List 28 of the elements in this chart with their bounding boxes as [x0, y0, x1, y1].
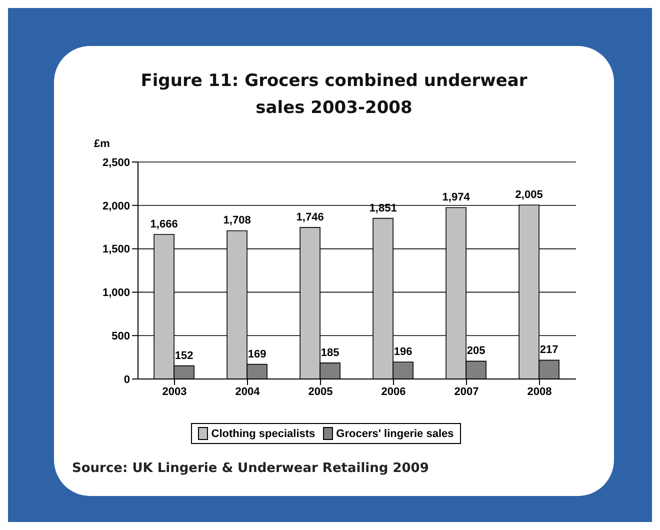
- data-label: 196: [394, 346, 412, 358]
- data-label: 1,974: [442, 192, 471, 204]
- data-label: 205: [466, 345, 486, 358]
- legend-label: Grocers' lingerie sales: [335, 427, 454, 440]
- data-label: 152: [174, 350, 194, 362]
- data-label: 1,666: [150, 218, 178, 230]
- data-label: 169: [248, 348, 266, 360]
- chart-title: Figure 11: Grocers combined underwear sales 2003-2008: [140, 70, 528, 120]
- y-tick-label: 1,500: [102, 244, 130, 256]
- x-tick-label: 2007: [454, 386, 479, 398]
- data-label: 1,746: [296, 211, 324, 224]
- x-tick-label: 2004: [235, 386, 261, 398]
- legend-label: Clothing specialists: [210, 427, 316, 440]
- y-tick-label: 500: [112, 330, 130, 343]
- data-label: 2,005: [515, 188, 543, 201]
- x-tick-label: 2008: [527, 386, 552, 398]
- y-tick-label: 2,000: [102, 200, 130, 212]
- x-tick-label: 2003: [162, 386, 187, 398]
- y-axis-title: £m: [94, 138, 110, 150]
- y-tick-label: 1,000: [102, 287, 130, 300]
- data-label: 217: [540, 344, 558, 356]
- data-label: 185: [320, 346, 340, 359]
- source-note: Source: UK Lingerie & Underwear Retailing 2009: [72, 461, 429, 476]
- data-label: 1,708: [223, 214, 251, 227]
- x-tick-label: 2005: [308, 386, 333, 398]
- x-tick-label: 2006: [381, 386, 406, 398]
- y-tick-label: 0: [124, 374, 130, 386]
- y-tick-label: 2,500: [102, 156, 130, 169]
